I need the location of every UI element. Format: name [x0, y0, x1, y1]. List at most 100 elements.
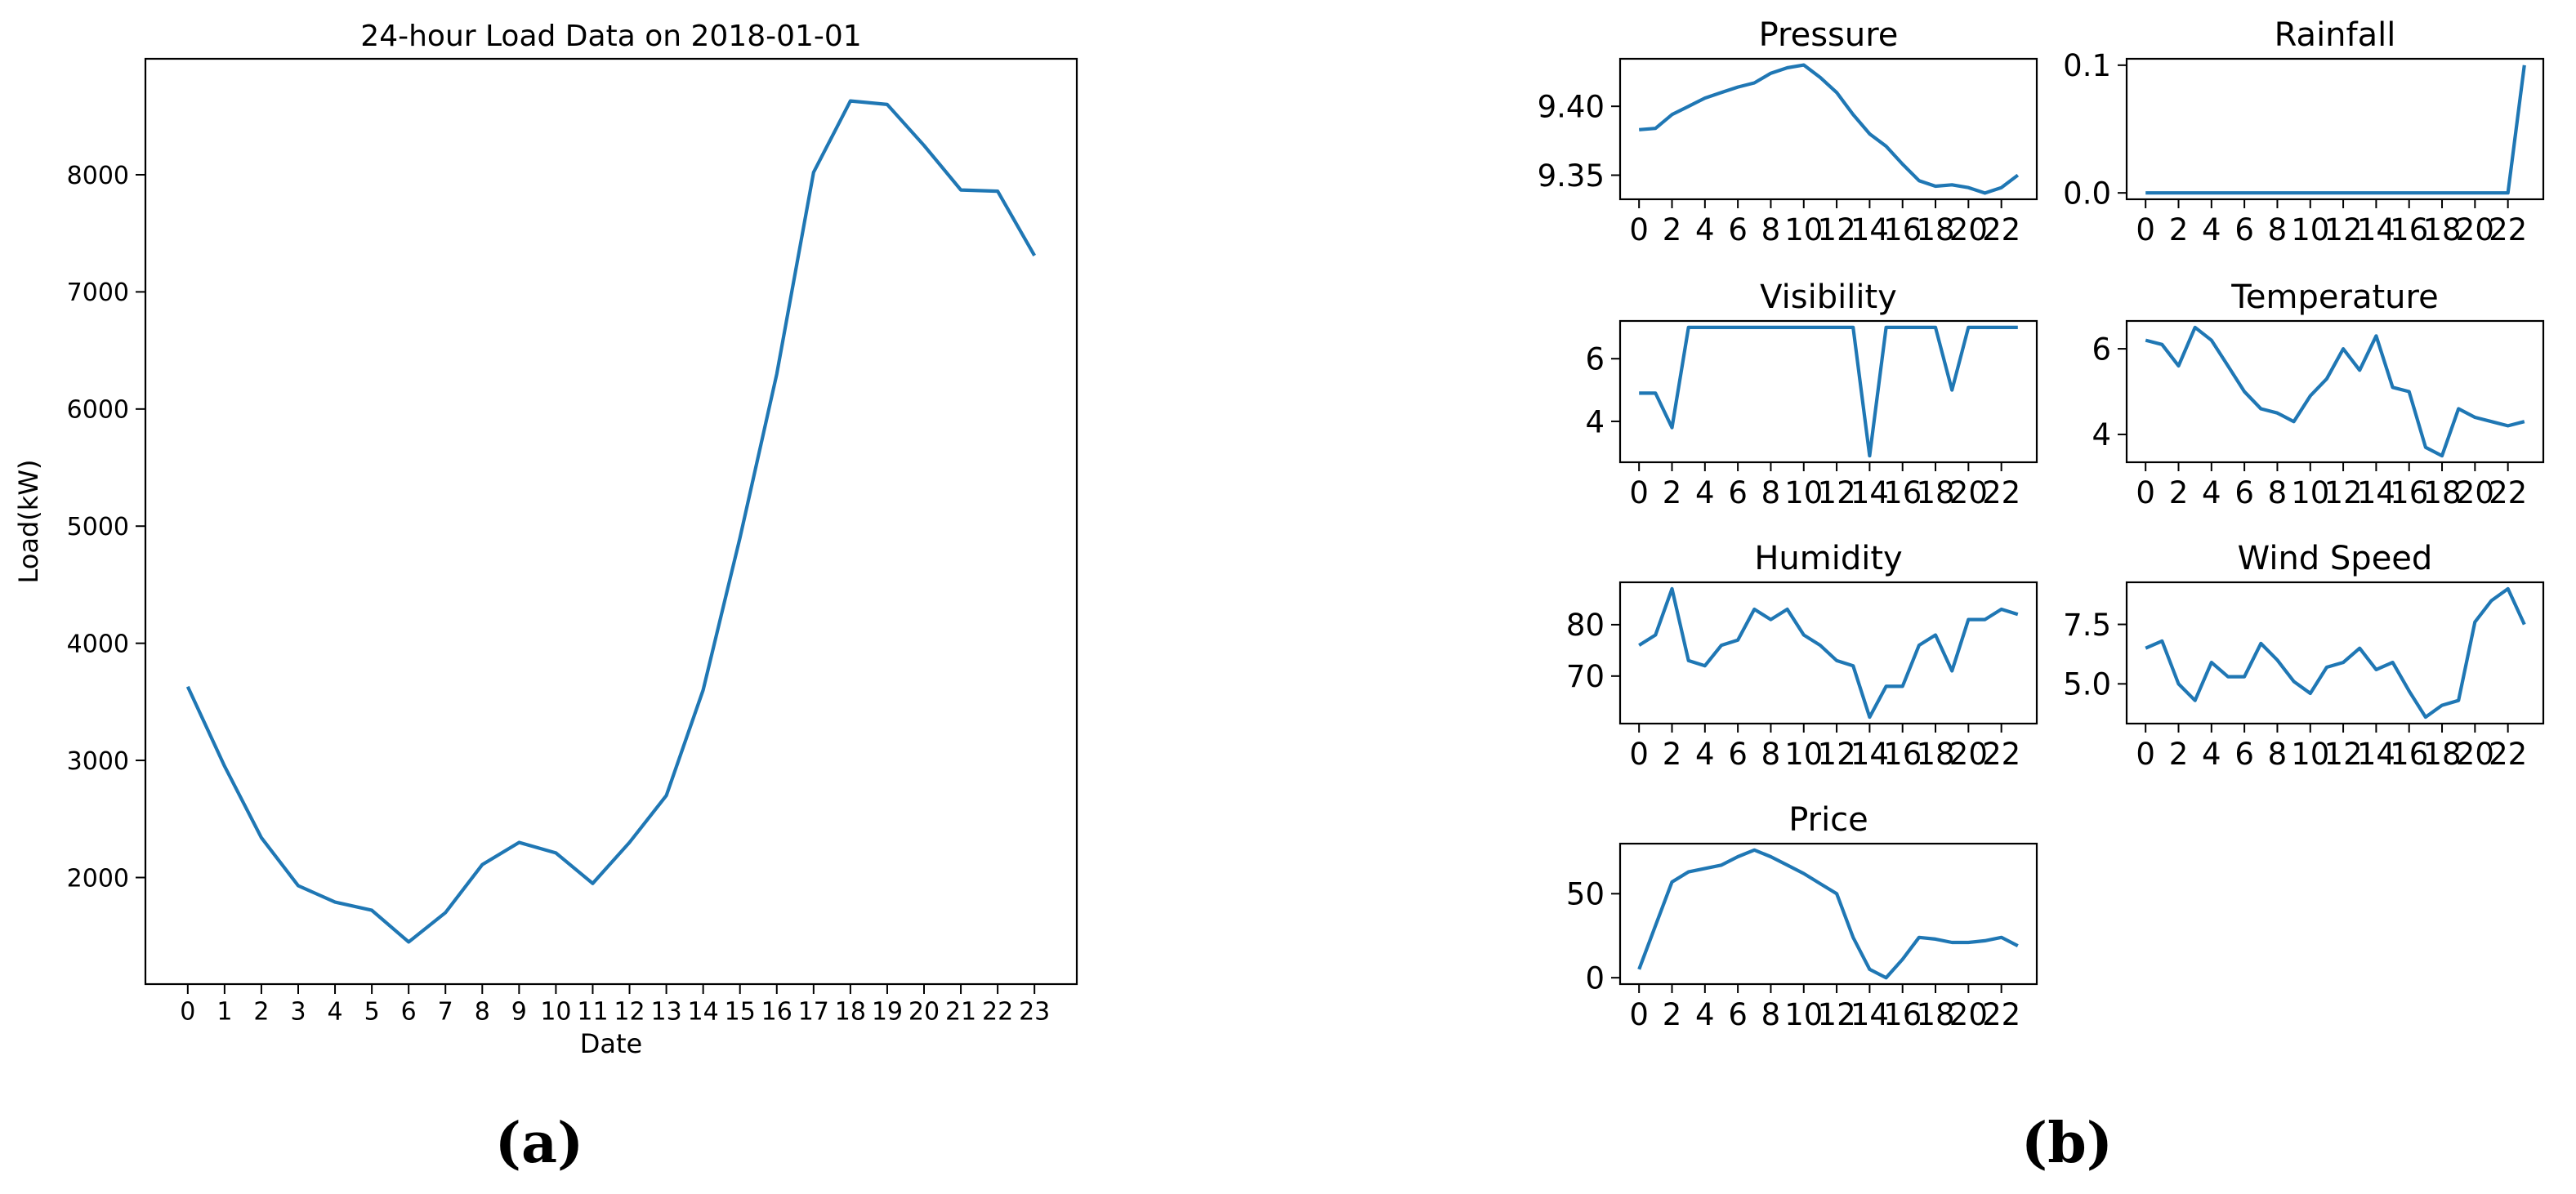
x-tick-label-load: 3 [290, 998, 306, 1027]
chart-title-rainfall: Rainfall [2275, 16, 2396, 54]
data-point-visibility [1917, 326, 1921, 329]
data-point-wind-speed [2325, 666, 2328, 669]
x-axis-label: Date [580, 1028, 642, 1059]
x-tick-label-visibility: 0 [1629, 475, 1649, 510]
data-point-visibility [2016, 326, 2020, 329]
data-point-wind-speed [2440, 704, 2444, 707]
data-point-temperature [2440, 454, 2444, 457]
data-point-visibility [1967, 326, 1970, 329]
data-point-humidity [1703, 664, 1707, 667]
data-point-price [1671, 880, 1674, 884]
x-tick-label-rainfall: 12 [2324, 212, 2363, 247]
data-point-visibility [1687, 326, 1690, 329]
data-point-rainfall [2507, 191, 2510, 194]
x-tick-label-humidity: 16 [1883, 737, 1922, 772]
data-point-rainfall [2342, 191, 2345, 194]
y-tick-label-visibility: 4 [1585, 404, 1605, 439]
data-point-temperature [2523, 420, 2526, 423]
data-point-temperature [2210, 339, 2213, 342]
x-tick-label-rainfall: 14 [2357, 212, 2395, 247]
data-point-rainfall [2490, 191, 2493, 194]
x-tick-label-visibility: 12 [1818, 475, 1856, 510]
data-point-pressure [1885, 145, 1888, 148]
x-tick-label-price: 10 [1784, 997, 1823, 1032]
data-point-load [186, 685, 190, 688]
data-point-rainfall [2293, 191, 2296, 194]
data-point-pressure [1984, 191, 1987, 194]
x-tick-label-visibility: 8 [1761, 475, 1781, 510]
data-point-wind-speed [2243, 675, 2246, 679]
x-tick-label-wind-speed: 14 [2357, 737, 2395, 772]
data-point-temperature [2243, 390, 2246, 394]
data-point-rainfall [2424, 191, 2427, 194]
x-tick-label-load: 11 [577, 998, 608, 1027]
x-tick-label-wind-speed: 10 [2291, 737, 2329, 772]
data-point-temperature [2275, 412, 2279, 415]
series-line-temperature [2145, 325, 2525, 458]
data-point-visibility [1637, 391, 1641, 394]
data-point-temperature [2374, 334, 2377, 337]
data-point-rainfall [2243, 191, 2246, 194]
data-point-price [1752, 849, 1756, 852]
data-point-rainfall [2259, 191, 2262, 194]
x-tick-label-load: 6 [401, 998, 417, 1027]
data-point-price [1885, 976, 1888, 979]
data-point-price [1687, 871, 1690, 874]
x-tick-label-pressure: 20 [1949, 212, 1988, 247]
data-point-load [996, 189, 999, 193]
x-tick-label-price: 4 [1695, 997, 1715, 1032]
data-point-pressure [1671, 113, 1674, 116]
x-tick-label-wind-speed: 4 [2202, 737, 2221, 772]
x-tick-label-temperature: 16 [2390, 475, 2428, 510]
data-point-wind-speed [2490, 599, 2493, 602]
x-tick-label-rainfall: 10 [2291, 212, 2329, 247]
data-point-humidity [1934, 634, 1937, 637]
x-tick-label-load: 9 [511, 998, 527, 1027]
x-tick-label-load: 4 [328, 998, 343, 1027]
x-tick-label-visibility: 20 [1949, 475, 1988, 510]
data-point-pressure [1967, 186, 1970, 189]
y-tick-label-humidity: 70 [1566, 659, 1605, 694]
data-point-temperature [2342, 347, 2345, 350]
x-tick-label-temperature: 18 [2422, 475, 2461, 510]
data-point-wind-speed [2408, 689, 2411, 693]
x-tick-label-temperature: 2 [2169, 475, 2189, 510]
data-point-rainfall [2440, 191, 2444, 194]
y-tick-label-rainfall: 0.1 [2063, 48, 2111, 83]
data-point-price [1934, 938, 1937, 941]
x-tick-label-load: 8 [475, 998, 490, 1027]
data-point-humidity [1802, 634, 1806, 637]
data-point-pressure [1819, 76, 1822, 79]
x-tick-label-humidity: 14 [1851, 737, 1889, 772]
data-point-pressure [1934, 185, 1937, 188]
x-tick-label-humidity: 20 [1949, 737, 1988, 772]
data-point-humidity [1984, 618, 1987, 622]
series-line-wind-speed [2145, 586, 2526, 720]
chart-title-price: Price [1788, 801, 1868, 839]
x-tick-label-pressure: 0 [1629, 212, 1649, 247]
x-tick-label-load: 5 [364, 998, 380, 1027]
y-tick-label-price: 50 [1566, 877, 1605, 912]
data-point-rainfall [2408, 191, 2411, 194]
chart-title-wind-speed: Wind Speed [2238, 540, 2433, 577]
x-tick-label-price: 2 [1663, 997, 1682, 1032]
data-point-temperature [2408, 390, 2411, 394]
x-tick-label-humidity: 12 [1818, 737, 1856, 772]
data-point-rainfall [2374, 191, 2377, 194]
y-tick-label-load: 7000 [67, 278, 129, 307]
data-point-humidity [1967, 618, 1970, 622]
data-point-pressure [1868, 132, 1871, 136]
data-point-temperature [2325, 377, 2328, 381]
x-tick-label-load: 20 [909, 998, 940, 1027]
data-point-price [1917, 936, 1921, 939]
data-point-rainfall [2194, 191, 2197, 194]
x-tick-label-wind-speed: 12 [2324, 737, 2363, 772]
data-point-pressure [1851, 113, 1855, 116]
plot-frame-pressure [1618, 57, 2038, 201]
x-tick-label-humidity: 10 [1784, 737, 1823, 772]
data-point-load [702, 688, 705, 692]
x-tick-label-rainfall: 20 [2456, 212, 2494, 247]
